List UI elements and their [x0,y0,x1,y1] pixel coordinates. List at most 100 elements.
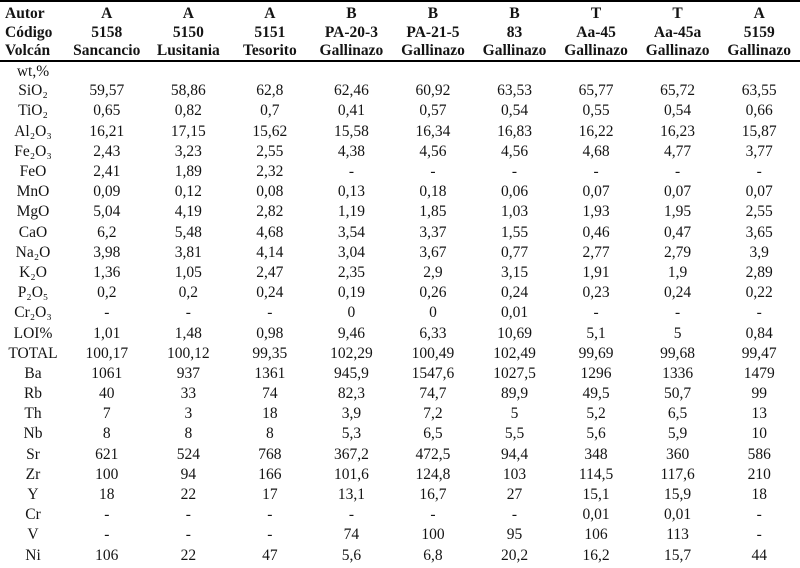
cell: 5,9 [667,425,688,443]
cell: 0,54 [664,102,692,120]
row-label: Na₂O [15,243,51,261]
cell: 0,07 [745,183,773,201]
cell: - [267,506,273,524]
cell: 5,48 [174,223,202,241]
cell: 59,57 [89,82,125,100]
cell: 62,8 [256,82,284,100]
cell: 100,17 [85,344,129,362]
cell: 49,5 [582,385,610,403]
cell: 4,77 [664,142,692,160]
col-header-volcan: Gallinazo [564,42,628,59]
table-body: wt,% SiO₂ 59,57 58,86 62,8 62,46 60,92 63,53 65,… [0,61,800,566]
cell: 0,66 [745,102,773,120]
row-label: K₂O [19,263,47,281]
cell: - [185,506,191,524]
row-label: LOI% [13,324,53,342]
row-label: Y [27,486,39,504]
cell: - [267,304,273,322]
table-row: TiO₂ 0,65 0,82 0,7 0,41 0,57 0,54 0,55 0,54 0,66 [0,101,800,121]
cell: 95 [506,526,523,544]
table-row: Rb 40 33 74 82,3 74,7 89,9 49,5 50,7 99 [0,384,800,404]
cell: 0,19 [337,284,365,302]
cell [474,61,556,81]
cell: 17 [262,486,278,504]
cell: 586 [747,445,771,463]
header-row-autor: Autor A A A B B B T T A [0,1,800,23]
cell: 6,8 [423,546,443,564]
cell: 2,89 [745,263,773,281]
cell: 0,01 [500,304,529,322]
row-label: FeO [19,163,47,181]
cell: 1296 [580,364,612,382]
cell: 2,82 [256,203,284,221]
cell: 4,68 [582,142,610,160]
cell: 5 [510,405,519,423]
cell: 89,9 [500,385,529,403]
cell: 62,46 [333,82,369,100]
cell: 99,69 [578,344,614,362]
row-label: SiO₂ [18,82,48,100]
header-label-volcan: Volcán [5,42,51,59]
cell: 0,08 [256,183,284,201]
cell: 40 [99,385,115,403]
cell: 1,85 [419,203,447,221]
cell: 47 [262,546,278,564]
cell: 102,29 [330,344,373,362]
col-header-volcan: Gallinazo [645,42,710,59]
cell: 0,2 [178,284,198,302]
table-row: FeO 2,41 1,89 2,32 - - - - - - [0,162,800,182]
col-header-volcan: Gallinazo [401,42,465,59]
cell: 166 [258,465,282,483]
cell: 3,9 [749,243,769,261]
cell: 0,06 [500,183,529,201]
cell: 1,91 [582,263,610,281]
row-label: Al₂O₃ [14,122,52,140]
row-label: Nb [23,425,43,443]
table-row: Fe₂O₃ 2,43 3,23 2,55 4,38 4,56 4,56 4,68 4,77 3,7… [0,142,800,162]
col-header-autor: A [101,5,113,22]
cell: 0,13 [337,183,365,201]
cell: 5,3 [341,425,362,443]
cell [392,61,474,81]
cell: 3,54 [337,223,365,241]
cell: 5,04 [93,203,121,221]
cell: 74,7 [419,385,447,403]
row-label: P₂O₅ [17,284,49,302]
col-header-volcan: Gallinazo [319,42,384,59]
cell: 1,03 [500,203,529,221]
cell: 3,81 [174,243,202,261]
cell: 0,47 [664,223,692,241]
cell: - [511,163,518,181]
cell: 114,5 [578,465,614,483]
table-row: Y 18 22 17 13,1 16,7 27 15,1 15,9 18 [0,485,800,505]
cell: 2,47 [256,263,284,281]
cell: 15,9 [664,486,692,504]
cell: 0,41 [337,102,365,120]
cell: 15,62 [252,122,288,140]
header-row-volcan: Volcán Sancancio Lusitania Tesorito Gall… [0,42,800,61]
cell: 0,01 [582,506,610,524]
header-row-codigo: Código 5158 5150 5151 PA-20-3 PA-21-5 83… [0,23,800,42]
col-header-codigo: PA-20-3 [324,23,378,41]
cell: 0,24 [664,284,692,302]
cell: - [348,163,354,181]
cell: 9,46 [337,324,365,342]
cell: 0,84 [745,324,773,342]
cell: 113 [666,526,689,544]
cell: 1061 [91,364,123,382]
col-header-codigo: 5150 [172,23,204,41]
row-label: V [27,526,39,544]
cell: 0,57 [419,102,447,120]
cell: - [675,163,681,181]
cell: 1,95 [664,203,692,221]
table-row: SiO₂ 59,57 58,86 62,8 62,46 60,92 63,53 65,77 65… [0,81,800,101]
col-header-codigo: 5158 [91,23,123,41]
cell: 99,35 [252,344,288,362]
row-label: Rb [23,385,43,403]
cell: - [511,506,518,524]
cell: 5,2 [586,405,606,423]
cell: - [756,304,762,322]
cell: 103 [502,465,527,483]
cell: 5,5 [504,425,525,443]
cell: 100,49 [411,344,455,362]
